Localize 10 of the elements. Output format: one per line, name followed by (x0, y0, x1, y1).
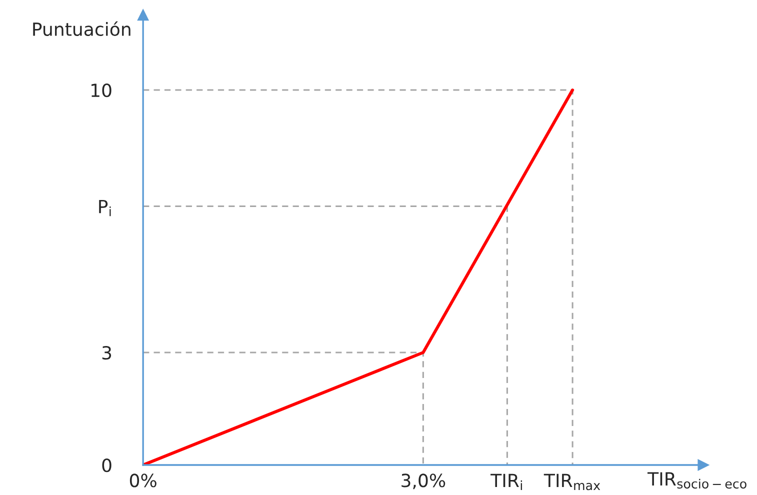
x-tick-label: TIR$_{max}$ (544, 474, 600, 490)
y-tick-label: 10 (92, 84, 112, 98)
x-tick-label: 3,0% (402, 474, 446, 490)
y-tick-label: P$_{i}$ (99, 200, 111, 216)
y-axis-title: Puntuación (33, 21, 130, 36)
y-tick-label: 3 (102, 346, 112, 360)
y-tick-label: 0 (102, 458, 112, 472)
x-axis-title: TIR$_{socio−eco}$ (647, 472, 746, 489)
x-tick-label: 0% (130, 474, 156, 488)
x-tick-label: TIR$_{i}$ (490, 474, 522, 490)
